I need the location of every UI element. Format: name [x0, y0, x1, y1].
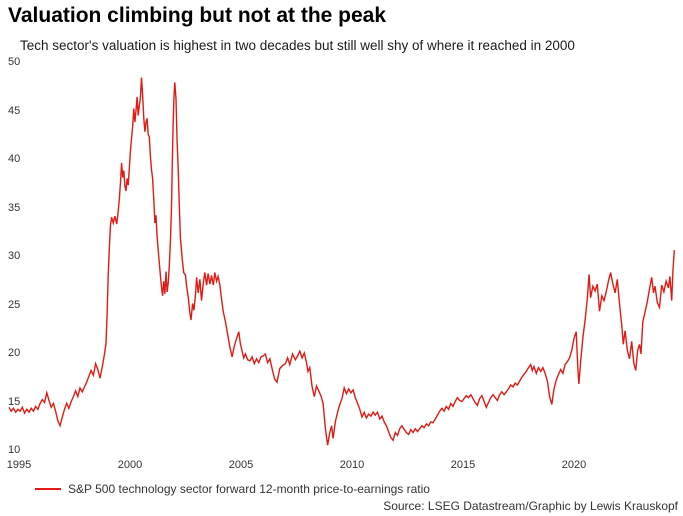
- source-note: Source: LSEG Datastream/Graphic by Lewis…: [383, 499, 678, 513]
- y-tick-label: 30: [8, 250, 21, 262]
- x-tick-label: 2010: [339, 459, 365, 471]
- chart-title: Valuation climbing but not at the peak: [8, 4, 387, 27]
- y-tick-label: 40: [8, 153, 21, 165]
- x-tick-label: 1995: [6, 459, 32, 471]
- x-tick-label: 2015: [450, 459, 476, 471]
- pe-ratio-series-line: [8, 77, 675, 446]
- x-tick-label: 2000: [117, 459, 143, 471]
- legend-label: S&P 500 technology sector forward 12-mon…: [68, 482, 430, 496]
- x-tick-label: 2020: [561, 459, 587, 471]
- x-tick-label: 2005: [228, 459, 254, 471]
- y-tick-label: 20: [8, 347, 21, 359]
- y-tick-label: 10: [8, 444, 21, 456]
- legend-line-swatch: [35, 488, 61, 490]
- y-tick-label: 35: [8, 201, 21, 214]
- y-tick-label: 25: [8, 298, 21, 311]
- legend: S&P 500 technology sector forward 12-mon…: [35, 482, 430, 496]
- y-tick-label: 50: [8, 56, 21, 68]
- y-tick-label: 15: [8, 395, 21, 408]
- chart-subtitle: Tech sector's valuation is highest in tw…: [20, 38, 575, 53]
- y-tick-label: 45: [8, 104, 21, 117]
